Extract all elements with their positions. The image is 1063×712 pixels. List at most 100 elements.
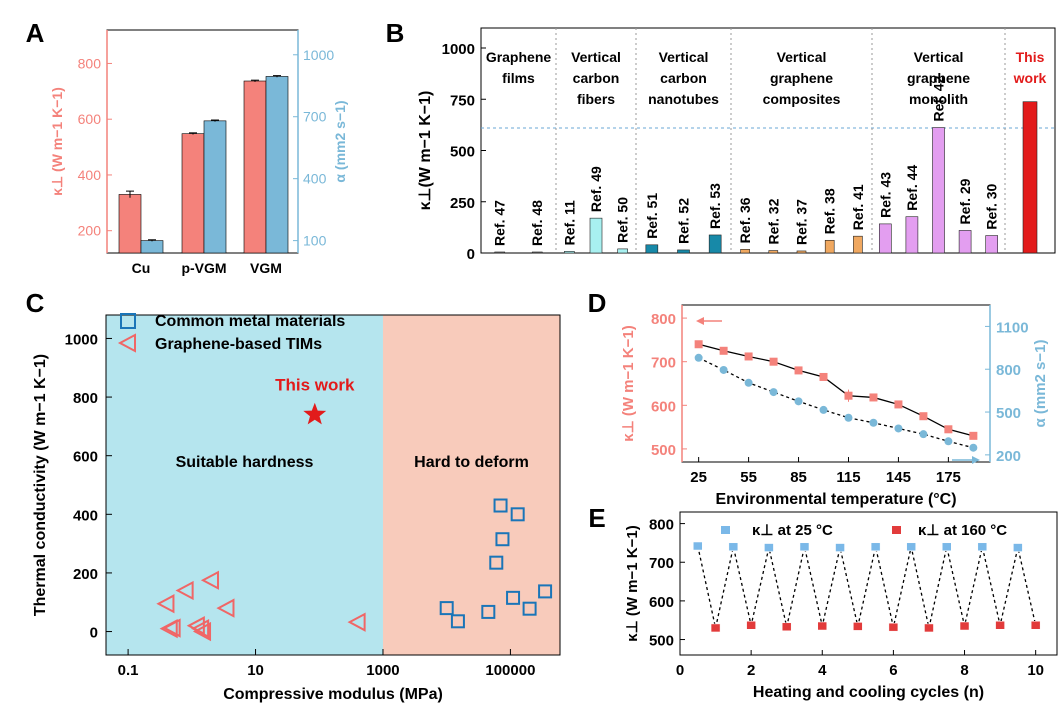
category-label: VGM	[250, 260, 282, 276]
alpha-point	[919, 430, 928, 439]
bar-ref-label: Ref. 38	[822, 188, 838, 234]
x-axis-label: Compressive modulus (MPa)	[223, 686, 443, 703]
category-label: p-VGM	[181, 260, 226, 276]
kappa-point	[719, 346, 728, 355]
tick-label: 2	[747, 662, 755, 679]
metal-point	[510, 507, 525, 522]
this-work-star	[303, 402, 327, 425]
point-25c	[1013, 543, 1023, 552]
group-label: fibers	[577, 91, 615, 107]
x-axis-label: Environmental temperature (°C)	[715, 491, 956, 508]
alpha-point	[969, 443, 978, 452]
metal-point	[506, 590, 521, 605]
y-axis-label: Thermal conductivity (W m−1 K−1)	[32, 354, 49, 616]
legend-metal-label: Common metal materials	[155, 313, 345, 330]
tick-label: 6	[889, 662, 897, 679]
group-label: Vertical	[914, 49, 964, 65]
tick-label-left: 200	[78, 223, 102, 239]
kappa-point	[744, 352, 753, 361]
kappa-point	[819, 372, 828, 381]
kappa-point	[769, 357, 778, 366]
bar-ref-label: Ref. 29	[957, 178, 973, 224]
alpha-point	[719, 365, 728, 374]
alpha-point	[744, 378, 753, 387]
alpha-point	[869, 418, 878, 427]
legend-160c-label: κ⊥ at 160 °C	[918, 522, 1007, 539]
group-label: composites	[763, 91, 841, 107]
plot-frame	[480, 27, 1056, 254]
point-25c	[906, 542, 916, 552]
group-label: nanotubes	[648, 91, 719, 107]
bar	[768, 250, 779, 254]
metal-point	[495, 532, 510, 547]
metal-point	[538, 584, 553, 599]
legend-graphene-label: Graphene-based TIMs	[155, 336, 322, 353]
alpha-point	[944, 437, 953, 446]
this-work-label: This work	[275, 376, 355, 395]
bar-alpha	[140, 240, 164, 254]
cycle-line	[697, 545, 1037, 629]
graphene-point	[192, 621, 212, 642]
bar	[645, 244, 659, 254]
point-160c	[710, 623, 721, 633]
legend-25c-label: κ⊥ at 25 °C	[752, 522, 833, 539]
tick-label: 55	[740, 469, 757, 486]
group-label: monolith	[909, 91, 968, 107]
bar	[740, 249, 750, 254]
tick-label: 145	[886, 469, 911, 486]
tick-label: 4	[818, 662, 827, 679]
graphene-point	[200, 570, 219, 590]
point-25c	[835, 543, 845, 552]
point-25c	[977, 542, 988, 552]
bar-ref-label: Ref. 43	[877, 172, 893, 218]
panel-label: E	[588, 503, 605, 533]
panel-c: C 0 200 400 600 800 1000 0.1 10 1000 100000 Compres…	[26, 288, 561, 703]
tick-label: 115	[836, 469, 860, 486]
point-160c	[959, 621, 970, 631]
bar-ref-label: Ref. 36	[737, 197, 753, 243]
tick-label: 400	[73, 507, 98, 524]
graphene-point	[347, 612, 366, 632]
panel-label: C	[26, 288, 45, 318]
tick-label: 200	[73, 566, 98, 583]
tick-label: 0.1	[118, 662, 139, 679]
group-label: Vertical	[777, 49, 827, 65]
bar	[1022, 101, 1038, 254]
arrow-left-head	[696, 317, 704, 325]
tick-label-right: 200	[996, 448, 1021, 465]
region-suitable	[106, 315, 383, 655]
kappa-line	[698, 343, 974, 437]
point-25c	[728, 542, 739, 552]
group-label: carbon	[573, 70, 620, 86]
group-label: films	[502, 70, 535, 86]
tick-label-left: 800	[78, 55, 102, 71]
y-axis-label: κ⊥ (W m−1 K−1)	[624, 525, 641, 641]
y-axis-label-left: κ⊥ (W m−1 K−1)	[620, 325, 637, 441]
bar	[589, 217, 603, 254]
bar	[708, 234, 722, 254]
tick-label-left: 700	[651, 355, 676, 372]
kappa-point	[894, 400, 903, 409]
tick-label-left: 800	[651, 311, 676, 328]
tick-label: 85	[790, 469, 807, 486]
kappa-point	[969, 431, 978, 440]
metal-point	[439, 601, 454, 616]
tick-label-left: 500	[651, 442, 676, 459]
panel-label: B	[386, 18, 405, 48]
group-label: Vertical	[571, 49, 621, 65]
bar	[824, 239, 835, 254]
metal-point	[522, 601, 537, 616]
region-label: Hard to deform	[414, 454, 529, 471]
tick-label: 0	[90, 625, 98, 642]
tick-label-right: 700	[303, 109, 327, 125]
bar-kappa	[118, 194, 142, 254]
y-axis-label-right: α (mm2 s−1)	[332, 100, 348, 182]
bar-ref-label: Ref. 42	[931, 75, 947, 121]
tick-label: 25	[690, 469, 707, 486]
category-label: Cu	[132, 260, 151, 276]
bar	[677, 249, 690, 254]
alpha-point	[794, 397, 803, 406]
point-25c	[764, 543, 774, 552]
bar-alpha	[203, 120, 227, 254]
bar	[905, 216, 919, 254]
